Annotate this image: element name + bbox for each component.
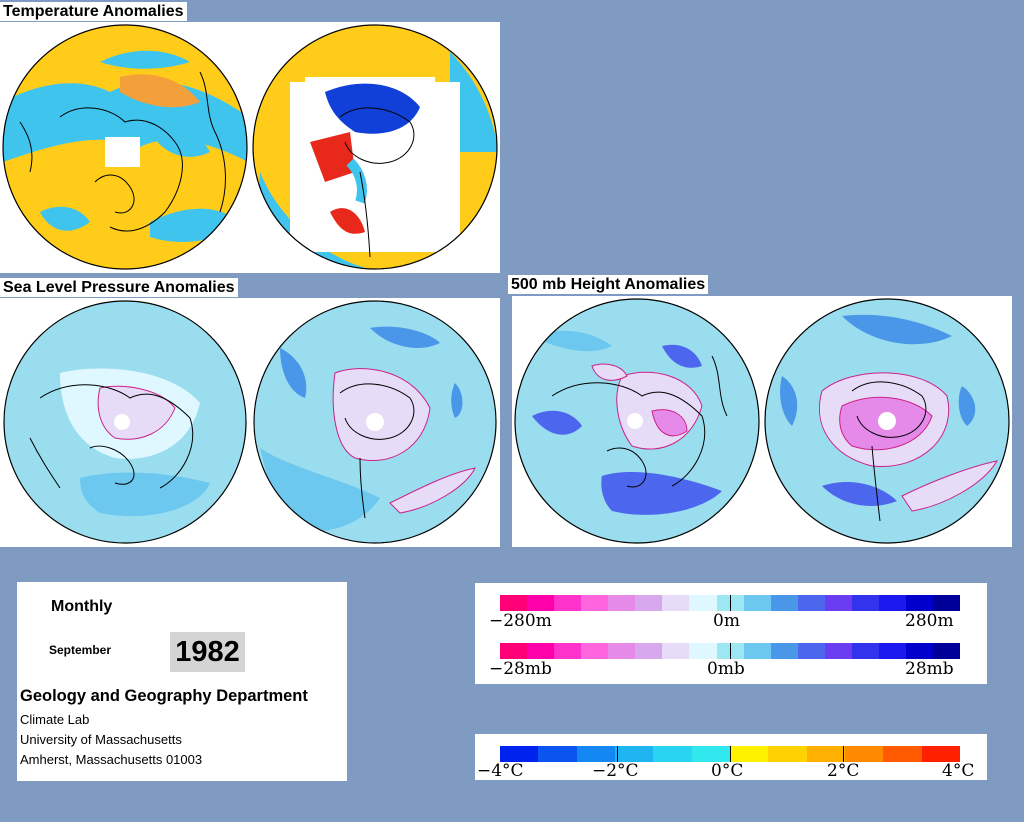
- height-map-north: [514, 298, 760, 544]
- temp-label-3: 2°C: [827, 761, 860, 781]
- height-label-zero: 0m: [713, 611, 740, 631]
- pressure-color-swatch: [851, 643, 879, 659]
- temperature-color-swatch: [806, 746, 845, 762]
- temperature-color-swatch: [691, 746, 730, 762]
- pressure-color-swatch: [662, 643, 690, 659]
- temperature-map-north: [2, 24, 248, 270]
- info-line-university: University of Massachusetts: [20, 732, 182, 747]
- pressure-color-swatch: [743, 643, 771, 659]
- pressure-color-swatch: [933, 643, 961, 659]
- temp-label-2: 0°C: [711, 761, 744, 781]
- temperature-color-swatch: [614, 746, 654, 762]
- year-box: 1982: [170, 632, 245, 672]
- height-color-swatch: [689, 595, 717, 611]
- height-color-swatch: [581, 595, 609, 611]
- temperature-color-swatch: [653, 746, 692, 762]
- height-color-swatch: [878, 595, 906, 611]
- height-color-swatch: [608, 595, 636, 611]
- temp-tick-1: [617, 746, 618, 762]
- temperature-color-swatch: [576, 746, 615, 762]
- pressure-color-swatch: [905, 643, 933, 659]
- pressure-color-swatch: [554, 643, 582, 659]
- pressure-color-swatch: [824, 643, 852, 659]
- height-color-swatch: [500, 595, 528, 611]
- height-color-swatch: [770, 595, 798, 611]
- height-color-swatch: [743, 595, 771, 611]
- temp-label-4: 4°C: [942, 761, 975, 781]
- temperature-color-swatch: [768, 746, 807, 762]
- month-label: September: [49, 643, 112, 657]
- pressure-label-max: 28mb: [905, 659, 954, 679]
- height-label-min: −280m: [489, 611, 552, 631]
- height-color-swatch: [933, 595, 961, 611]
- pressure-color-swatch: [608, 643, 636, 659]
- height-color-swatch: [797, 595, 825, 611]
- temperature-color-bar: [500, 746, 960, 762]
- pressure-label-min: −28mb: [489, 659, 552, 679]
- temp-label-0: −4°C: [477, 761, 524, 781]
- temperature-map-south: [252, 24, 498, 270]
- pressure-label-zero: 0mb: [707, 659, 745, 679]
- pressure-center-tick: [730, 643, 731, 659]
- pressure-color-swatch: [797, 643, 825, 659]
- anomaly-legend: −280m 0m 280m −28mb 0mb 28mb: [475, 583, 987, 684]
- height-color-swatch: [851, 595, 879, 611]
- temperature-title: Temperature Anomalies: [0, 2, 187, 21]
- height-label-max: 280m: [905, 611, 954, 631]
- temperature-color-swatch: [538, 746, 577, 762]
- height-color-swatch: [662, 595, 690, 611]
- temperature-color-swatch: [883, 746, 922, 762]
- height-color-bar: [500, 595, 961, 611]
- height-color-swatch: [554, 595, 582, 611]
- info-line-lab: Climate Lab: [20, 712, 90, 727]
- slp-map-north: [3, 300, 247, 544]
- height-color-swatch: [824, 595, 852, 611]
- info-line-address: Amherst, Massachusetts 01003: [20, 752, 203, 767]
- height-center-tick: [730, 595, 731, 611]
- temperature-legend: −4°C −2°C 0°C 2°C 4°C: [475, 734, 987, 781]
- period-label: Monthly: [51, 598, 113, 615]
- pressure-color-swatch: [527, 643, 555, 659]
- info-box: Monthly September 1982 Geology and Geogr…: [17, 582, 347, 781]
- temp-tick-2: [730, 746, 731, 762]
- pressure-color-swatch: [635, 643, 663, 659]
- pressure-color-swatch: [689, 643, 717, 659]
- height-map-south: [764, 298, 1010, 544]
- height-color-swatch: [905, 595, 933, 611]
- department-label: Geology and Geography Department: [20, 687, 308, 705]
- pressure-color-swatch: [500, 643, 528, 659]
- temperature-color-swatch: [921, 746, 960, 762]
- year-label: 1982: [175, 636, 240, 668]
- height-color-swatch: [527, 595, 555, 611]
- pressure-color-swatch: [581, 643, 609, 659]
- pressure-color-bar: [500, 643, 961, 659]
- temp-tick-3: [843, 746, 844, 762]
- temperature-color-swatch: [844, 746, 884, 762]
- height-color-swatch: [635, 595, 663, 611]
- temperature-color-swatch: [500, 746, 539, 762]
- height-title: 500 mb Height Anomalies: [508, 275, 709, 294]
- slp-map-south: [253, 300, 497, 544]
- temp-label-1: −2°C: [592, 761, 639, 781]
- pressure-color-swatch: [770, 643, 798, 659]
- temperature-color-swatch: [729, 746, 769, 762]
- slp-title: Sea Level Pressure Anomalies: [0, 278, 238, 297]
- pressure-color-swatch: [878, 643, 906, 659]
